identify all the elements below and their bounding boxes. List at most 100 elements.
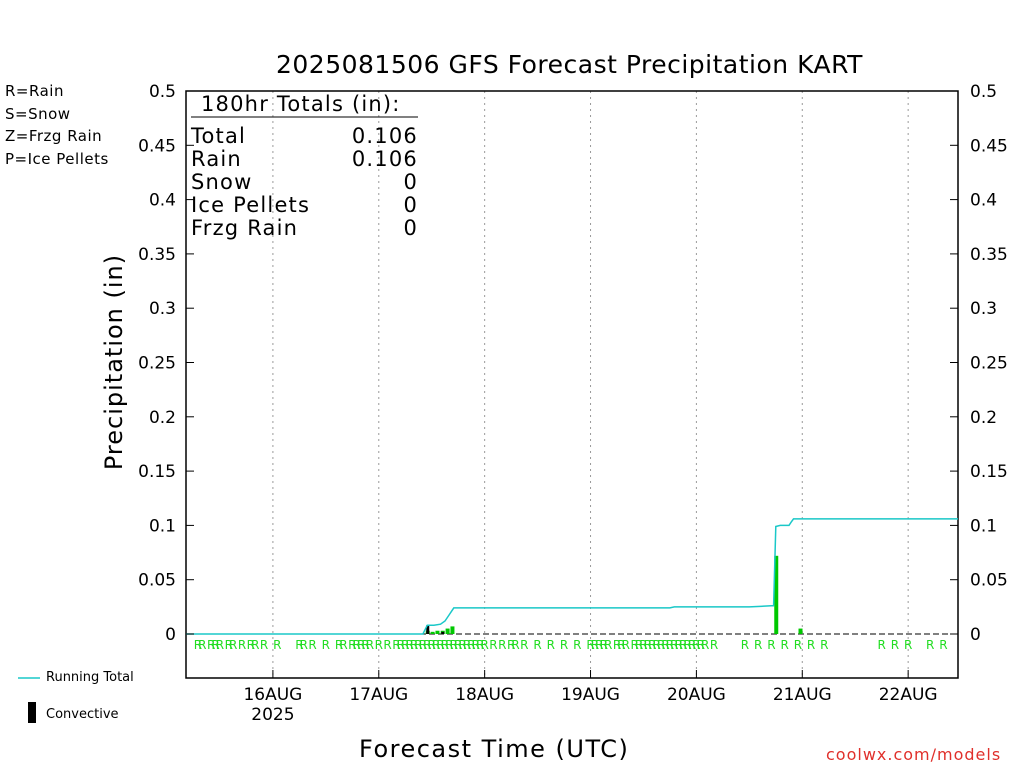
- ptype-marker-rain: R: [467, 638, 475, 652]
- ptype-marker-rain: R: [939, 638, 947, 652]
- ptype-marker-rain: R: [339, 638, 347, 652]
- ptype-snow-label: S=Snow: [5, 105, 71, 123]
- ptype-marker-rain: R: [604, 638, 612, 652]
- y-tick-label-left: 0.45: [138, 136, 176, 156]
- ptype-marker-rain: R: [348, 638, 356, 652]
- ptype-marker-rain: R: [322, 638, 330, 652]
- x-tick-sublabel-2025: 2025: [251, 705, 294, 725]
- ptype-marker-rain: R: [639, 638, 647, 652]
- ptype-marker-rain: R: [533, 638, 541, 652]
- ptype-marker-rain: R: [405, 638, 413, 652]
- y-tick-label-right: 0.25: [970, 354, 1008, 374]
- y-tick-label-right: 0: [970, 625, 981, 645]
- ptype-marker-rain: R: [507, 638, 515, 652]
- ptype-marker-rain: R: [613, 638, 621, 652]
- ptype-marker-rain: R: [392, 638, 400, 652]
- ptype-frzg-rain-label: Z=Frzg Rain: [5, 127, 103, 145]
- ptype-marker-rain: R: [666, 638, 674, 652]
- ptype-marker-rain: R: [211, 638, 219, 652]
- ptype-marker-rain: R: [635, 638, 643, 652]
- y-axis-ticks: 0 00.05 0.050.1 0.10.15 0.150.2 0.20.25 0.250.…: [138, 82, 1008, 645]
- precip-bars: [425, 555, 803, 634]
- ptype-marker-rain: R: [547, 638, 555, 652]
- ptype-marker-rain: R: [644, 638, 652, 652]
- ptype-marker-rain: R: [670, 638, 678, 652]
- chart-title: 2025081506 GFS Forecast Precipitation KA…: [276, 50, 863, 79]
- ptype-marker-rain: R: [414, 638, 422, 652]
- rain-bar: [450, 626, 455, 634]
- x-tick-label-19aug: 19AUG: [561, 685, 620, 705]
- ptype-marker-rain: R: [410, 638, 418, 652]
- y-tick-label-left: 0: [165, 625, 176, 645]
- y-tick-label-right: 0.35: [970, 245, 1008, 265]
- totals-label-ice-pellets: Ice Pellets: [191, 193, 311, 217]
- y-tick-label-left: 0.3: [149, 299, 176, 319]
- ptype-rain-label: R=Rain: [5, 82, 64, 100]
- x-tick-label-16aug: 16AUG: [243, 685, 302, 705]
- credit-label: coolwx.com/models: [826, 745, 1002, 764]
- totals-label-rain: Rain: [191, 147, 242, 171]
- ptype-marker-rain: R: [361, 638, 369, 652]
- ptype-marker-rain: R: [472, 638, 480, 652]
- ptype-marker-rain: R: [295, 638, 303, 652]
- ptype-marker-rain: R: [710, 638, 718, 652]
- ptype-marker-rain: R: [335, 638, 343, 652]
- ptype-marker-rain: R: [688, 638, 696, 652]
- ptype-marker-rain: R: [701, 638, 709, 652]
- ptype-marker-rain: R: [498, 638, 506, 652]
- ptype-marker-rain: R: [904, 638, 912, 652]
- ptype-marker-rain: R: [692, 638, 700, 652]
- ptype-marker-rain: R: [454, 638, 462, 652]
- rain-bar: [430, 631, 435, 634]
- ptype-marker-rain: R: [194, 638, 202, 652]
- ptype-marker-rain: R: [657, 638, 665, 652]
- ptype-marker-rain: R: [216, 638, 224, 652]
- ptype-marker-rain: R: [630, 638, 638, 652]
- rain-bar: [798, 628, 803, 634]
- ptype-marker-rain: R: [419, 638, 427, 652]
- x-tick-label-17aug: 17AUG: [349, 685, 408, 705]
- y-tick-label-right: 0.4: [970, 191, 997, 211]
- ptype-marker-rain: R: [807, 638, 815, 652]
- ptype-marker-rain: R: [476, 638, 484, 652]
- totals-label-frzg-rain: Frzg Rain: [191, 216, 299, 240]
- y-tick-label-left: 0.5: [149, 82, 176, 102]
- legend-convective: Convective: [46, 707, 119, 722]
- convective-bar: [426, 625, 430, 634]
- ptype-marker-rain: R: [560, 638, 568, 652]
- x-tick-label-21aug: 21AUG: [773, 685, 832, 705]
- ptype-marker-rain: R: [383, 638, 391, 652]
- legend-running-total: Running Total: [46, 670, 134, 685]
- gridlines: [272, 91, 909, 678]
- ptype-marker-rain: R: [357, 638, 365, 652]
- x-tick-label-20aug: 20AUG: [667, 685, 726, 705]
- totals-header: 180hr Totals (in):: [201, 92, 401, 116]
- ptype-marker-rain: R: [198, 638, 206, 652]
- ptype-marker-rain: R: [586, 638, 594, 652]
- ptype-marker-rain: R: [458, 638, 466, 652]
- plot-frame: [185, 90, 959, 679]
- totals-value-frzg-rain: 0: [403, 216, 418, 240]
- ptype-ice-pellets-label: P=Ice Pellets: [5, 150, 109, 168]
- ptype-marker-rain: R: [617, 638, 625, 652]
- rain-bar: [445, 628, 450, 634]
- y-tick-label-left: 0.15: [138, 462, 176, 482]
- ptype-marker-rain: R: [489, 638, 497, 652]
- ptype-marker-rain: R: [780, 638, 788, 652]
- y-tick-label-left: 0.25: [138, 354, 176, 374]
- ptype-marker-rain: R: [308, 638, 316, 652]
- rain-bar: [435, 630, 440, 634]
- ptype-marker-rain: R: [273, 638, 281, 652]
- ptype-marker-rain: R: [207, 638, 215, 652]
- ptype-marker-rain: R: [441, 638, 449, 652]
- convective-bar: [441, 631, 445, 634]
- y-tick-label-right: 0.05: [970, 571, 1008, 591]
- ptype-marker-rain: R: [741, 638, 749, 652]
- ptype-marker-rain: R: [366, 638, 374, 652]
- ptype-marker-rain: R: [353, 638, 361, 652]
- x-axis-label: Forecast Time (UTC): [359, 735, 630, 763]
- ptype-marker-rain: R: [225, 638, 233, 652]
- ptype-marker-rain: R: [675, 638, 683, 652]
